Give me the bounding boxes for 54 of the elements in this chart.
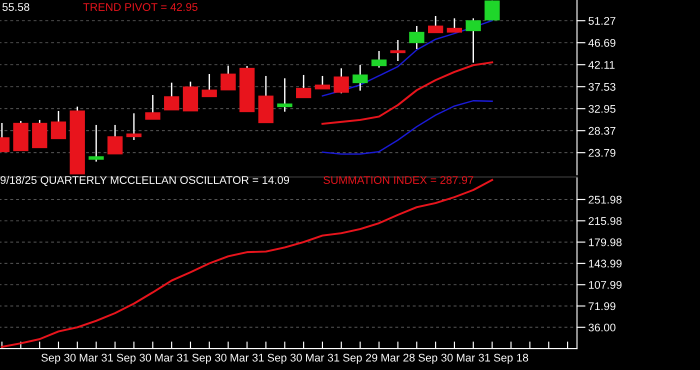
y-tick-label: 28.37 <box>588 126 616 135</box>
candlestick <box>314 75 330 90</box>
candlestick <box>126 112 142 141</box>
x-tick-label: Mar 31 <box>80 354 113 362</box>
candlestick <box>484 0 500 21</box>
y-tick-label: 51.27 <box>588 16 616 25</box>
candlestick <box>50 110 66 140</box>
y-tick-label: 32.95 <box>588 104 616 113</box>
line-series <box>321 61 494 125</box>
line-series <box>322 100 493 155</box>
y-tick-label: 251.98 <box>588 196 622 204</box>
x-tick-label: Sep 29 <box>343 354 378 364</box>
x-tick-label: Mar 31 <box>230 354 264 362</box>
x-tick-label: Sep 30 <box>116 354 152 364</box>
x-tick-label: Sep 18 <box>494 354 528 364</box>
candlestick <box>88 124 104 162</box>
x-tick-label: Sep 30 <box>192 354 227 364</box>
candlestick <box>145 94 160 120</box>
line-series <box>322 20 493 97</box>
candlestick <box>164 82 180 111</box>
annotation: 9/18/25 QUARTERLY MCCLELLAN OSCILLATOR = 14.09 <box>0 176 290 186</box>
y-tick-label: 107.99 <box>588 280 622 289</box>
y-tick-label: 36.00 <box>588 324 616 332</box>
candlestick <box>107 124 123 155</box>
annotation: TREND PIVOT = 42.95 <box>83 3 198 11</box>
x-tick-label: Mar 31 <box>456 354 490 362</box>
candlestick <box>390 39 406 62</box>
x-tick-label: Mar 28 <box>382 354 415 362</box>
y-tick-label: 143.99 <box>588 260 622 268</box>
annotation: SUMMATION INDEX = 287.97 <box>324 176 474 184</box>
candlestick <box>352 64 368 92</box>
candlestick <box>220 65 236 91</box>
x-tick-label: Sep 30 <box>418 354 453 364</box>
y-tick-label: 179.98 <box>588 238 622 246</box>
candlestick <box>409 25 424 50</box>
y-tick-label: 37.53 <box>588 82 616 91</box>
y-tick-label: 46.69 <box>588 38 616 47</box>
candlestick <box>296 74 312 98</box>
candlestick <box>277 78 292 112</box>
x-tick-label: Mar 31 <box>155 354 188 362</box>
y-tick-label: 215.98 <box>588 217 622 225</box>
y-tick-label: 23.79 <box>588 148 616 157</box>
candlestick <box>428 15 444 34</box>
annotation: 55.58 <box>2 3 30 11</box>
candlestick <box>334 68 349 94</box>
y-tick-label: 71.99 <box>588 302 616 310</box>
candlestick <box>446 18 462 33</box>
candlestick <box>202 73 217 98</box>
y-tick-label: 42.11 <box>588 60 615 69</box>
candlestick <box>466 18 481 64</box>
x-tick-label: Sep 30 <box>41 354 76 364</box>
candlestick <box>371 50 387 68</box>
x-tick-label: Mar 31 <box>306 354 340 362</box>
x-tick-label: Sep 30 <box>268 354 302 364</box>
